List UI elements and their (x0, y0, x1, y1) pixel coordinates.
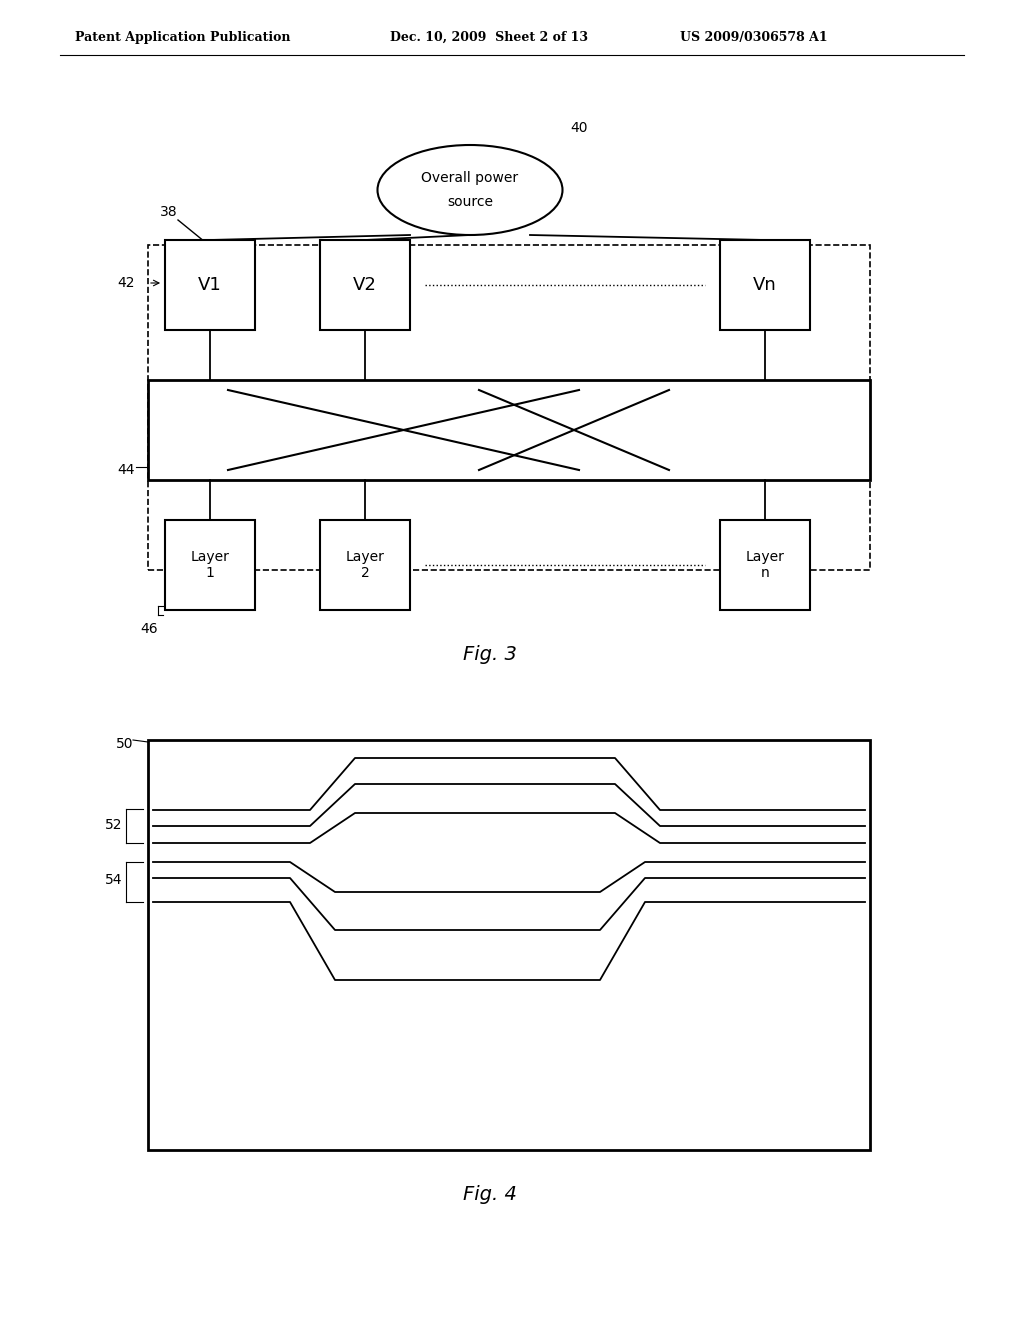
Text: Layer
1: Layer 1 (190, 550, 229, 579)
Text: Layer
n: Layer n (745, 550, 784, 579)
FancyBboxPatch shape (148, 380, 870, 480)
Text: source: source (447, 195, 493, 209)
Text: 54: 54 (104, 873, 122, 887)
Text: Fig. 3: Fig. 3 (463, 645, 517, 664)
Text: 52: 52 (104, 818, 122, 832)
Text: Patent Application Publication: Patent Application Publication (75, 30, 291, 44)
Text: 46: 46 (140, 622, 158, 636)
Text: 42: 42 (118, 276, 135, 290)
FancyBboxPatch shape (319, 240, 410, 330)
FancyBboxPatch shape (319, 520, 410, 610)
Text: Vn: Vn (753, 276, 777, 294)
Text: Dec. 10, 2009  Sheet 2 of 13: Dec. 10, 2009 Sheet 2 of 13 (390, 30, 588, 44)
Text: V2: V2 (353, 276, 377, 294)
FancyBboxPatch shape (148, 741, 870, 1150)
Text: 44: 44 (118, 463, 135, 477)
Text: V1: V1 (198, 276, 222, 294)
FancyBboxPatch shape (165, 520, 255, 610)
Text: Fig. 4: Fig. 4 (463, 1185, 517, 1204)
Ellipse shape (378, 145, 562, 235)
FancyBboxPatch shape (720, 520, 810, 610)
Text: 38: 38 (161, 205, 178, 219)
Text: 50: 50 (116, 737, 133, 751)
Text: Overall power: Overall power (422, 172, 518, 185)
Text: Layer
2: Layer 2 (345, 550, 384, 579)
FancyBboxPatch shape (165, 240, 255, 330)
Text: 40: 40 (570, 121, 588, 135)
Text: US 2009/0306578 A1: US 2009/0306578 A1 (680, 30, 827, 44)
FancyBboxPatch shape (720, 240, 810, 330)
